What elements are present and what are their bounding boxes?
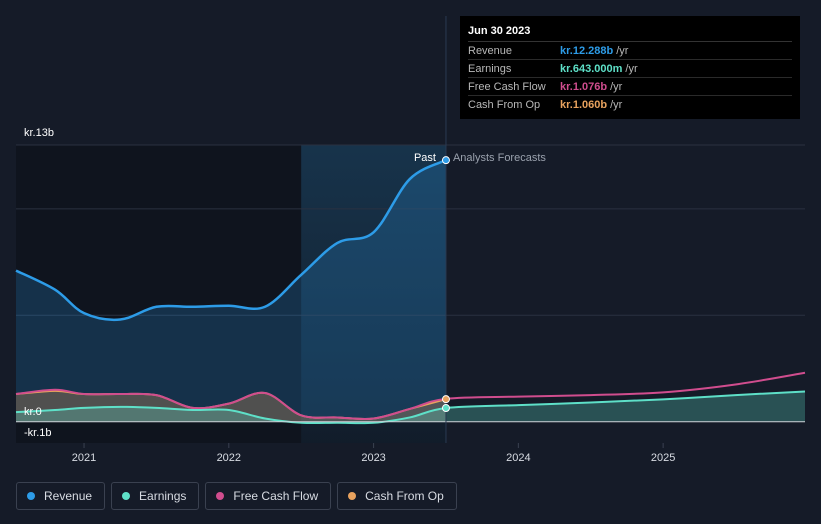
x-axis-ticks: 2021 2022 2023 2024 2025 <box>72 443 675 464</box>
tooltip-date: Jun 30 2023 <box>468 24 792 42</box>
cash-from-op-area <box>16 390 446 422</box>
tooltip-row-earnings: Earnings kr.643.000m /yr <box>468 60 792 78</box>
forecast-label: Analysts Forecasts <box>453 152 546 164</box>
tooltip-value: kr.1.076b <box>560 80 608 93</box>
legend-item-earnings[interactable]: Earnings <box>111 482 200 510</box>
tooltip-label: Free Cash Flow <box>468 80 546 93</box>
y-label-bottom: -kr.1b <box>24 427 52 439</box>
earnings-marker <box>441 404 450 413</box>
tooltip-unit: /yr <box>610 80 623 93</box>
series-areas <box>16 160 805 424</box>
gridlines <box>16 144 805 316</box>
earnings-line <box>15 390 806 425</box>
legend-label: Free Cash Flow <box>233 489 319 503</box>
tooltip-row-cash-from-op: Cash From Op kr.1.060b /yr <box>468 96 792 113</box>
y-label-top: kr.13b <box>24 127 54 139</box>
legend-dot-icon <box>216 492 225 500</box>
legend: Revenue Earnings Free Cash Flow Cash Fro… <box>16 482 457 510</box>
revenue-area <box>16 160 446 422</box>
legend-label: Revenue <box>44 489 93 503</box>
earnings-area <box>16 391 805 424</box>
legend-dot-icon <box>27 492 35 500</box>
tooltip-label: Revenue <box>468 44 513 57</box>
legend-label: Cash From Op <box>365 489 444 503</box>
y-label-zero: kr.0 <box>24 406 42 418</box>
x-tick-label: 2024 <box>506 452 530 464</box>
tooltip-label: Earnings <box>468 62 512 75</box>
highlight-band <box>301 145 446 443</box>
tooltip-unit: /yr <box>610 98 623 111</box>
legend-item-free-cash-flow[interactable]: Free Cash Flow <box>205 482 332 510</box>
revenue-marker <box>441 156 450 165</box>
revenue-line <box>15 159 447 322</box>
tooltip-unit: /yr <box>616 44 629 57</box>
tooltip-row-revenue: Revenue kr.12.288b /yr <box>468 42 792 60</box>
legend-item-cash-from-op[interactable]: Cash From Op <box>337 482 457 510</box>
legend-dot-icon <box>122 492 131 500</box>
tooltip-markers <box>441 156 450 413</box>
x-tick-label: 2025 <box>651 452 675 464</box>
tooltip-value: kr.12.288b <box>560 44 614 57</box>
legend-item-revenue[interactable]: Revenue <box>16 482 106 510</box>
legend-dot-icon <box>348 492 357 500</box>
series-lines <box>15 159 806 425</box>
tooltip-label: Cash From Op <box>468 98 541 111</box>
free-cash-flow-line <box>15 371 806 421</box>
tooltip-unit: /yr <box>625 62 638 75</box>
x-tick-label: 2021 <box>72 452 96 464</box>
tooltip: Jun 30 2023 Revenue kr.12.288b /yr Earni… <box>460 16 800 119</box>
tooltip-row-free-cash-flow: Free Cash Flow kr.1.076b /yr <box>468 78 792 96</box>
past-label: Past <box>414 152 436 164</box>
tooltip-value: kr.1.060b <box>560 98 608 111</box>
cash-from-op-marker <box>441 395 450 404</box>
legend-label: Earnings <box>139 489 187 503</box>
x-tick-label: 2022 <box>217 452 241 464</box>
tooltip-value: kr.643.000m <box>560 62 623 75</box>
x-tick-label: 2023 <box>361 452 385 464</box>
